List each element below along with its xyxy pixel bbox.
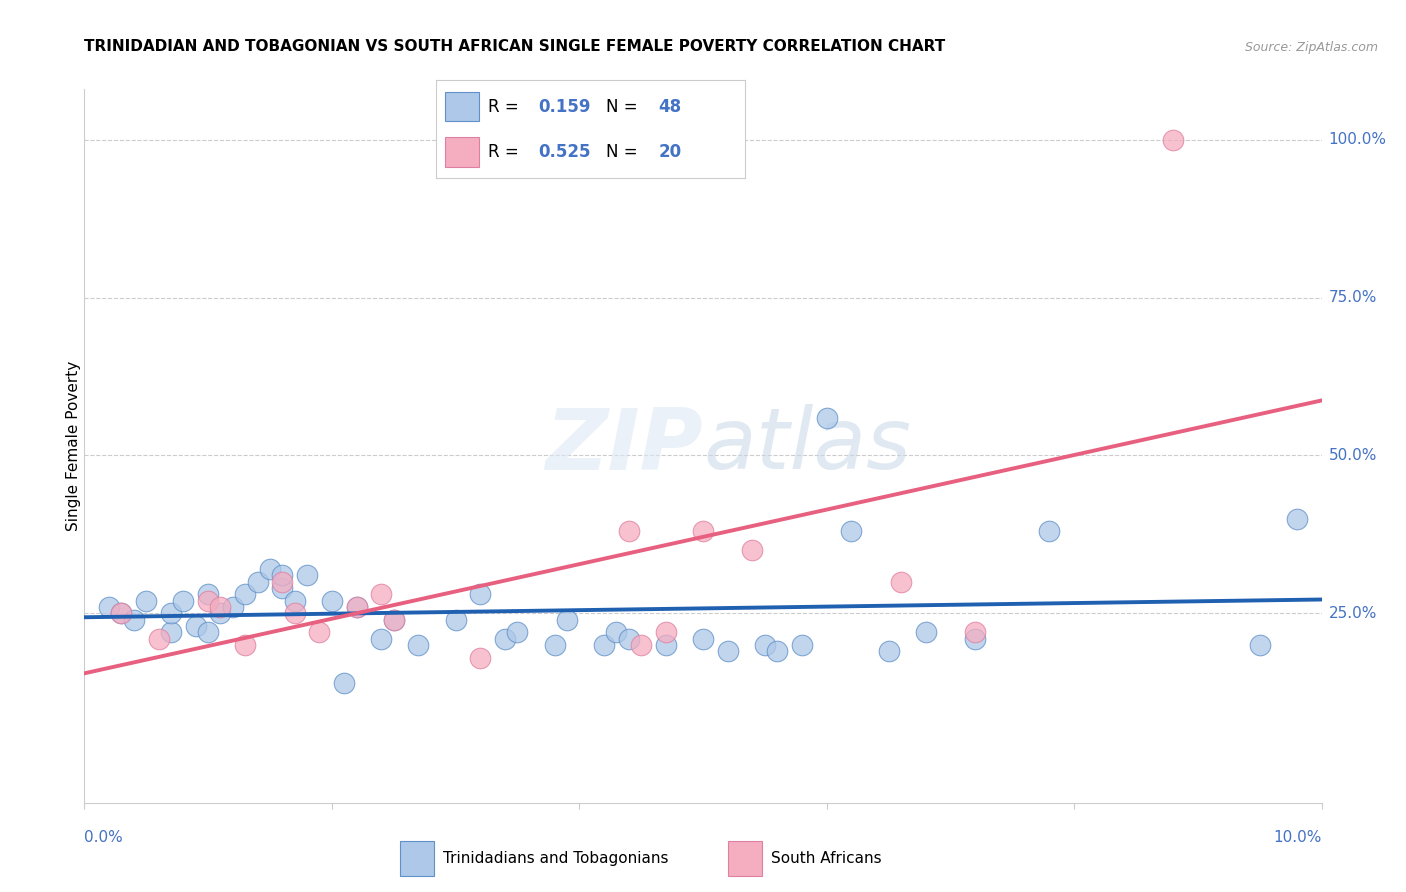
Point bbox=[1038, 524, 1060, 539]
Point bbox=[333, 675, 356, 690]
Point bbox=[346, 600, 368, 615]
Point bbox=[914, 625, 936, 640]
Text: 100.0%: 100.0% bbox=[1329, 132, 1386, 147]
Point bbox=[98, 600, 121, 615]
Point bbox=[284, 593, 307, 607]
Point bbox=[233, 638, 256, 652]
Point bbox=[233, 587, 256, 601]
Point bbox=[160, 625, 183, 640]
Text: 75.0%: 75.0% bbox=[1329, 290, 1376, 305]
Point bbox=[692, 524, 714, 539]
Point bbox=[555, 613, 578, 627]
Point bbox=[692, 632, 714, 646]
Text: N =: N = bbox=[606, 98, 643, 116]
Y-axis label: Single Female Poverty: Single Female Poverty bbox=[66, 361, 80, 531]
Point bbox=[346, 600, 368, 615]
Point bbox=[494, 632, 516, 646]
Point bbox=[543, 638, 565, 652]
Text: Source: ZipAtlas.com: Source: ZipAtlas.com bbox=[1244, 40, 1378, 54]
Point bbox=[617, 524, 640, 539]
Point bbox=[766, 644, 789, 658]
Point bbox=[222, 600, 245, 615]
Text: N =: N = bbox=[606, 143, 643, 161]
Point bbox=[741, 543, 763, 558]
Point bbox=[617, 632, 640, 646]
Text: 50.0%: 50.0% bbox=[1329, 448, 1376, 463]
Point bbox=[209, 607, 232, 621]
Point bbox=[160, 607, 183, 621]
Text: 0.525: 0.525 bbox=[538, 143, 591, 161]
Point bbox=[890, 574, 912, 589]
Text: R =: R = bbox=[488, 143, 524, 161]
Text: ZIP: ZIP bbox=[546, 404, 703, 488]
Point bbox=[408, 638, 430, 652]
Point bbox=[148, 632, 170, 646]
Point bbox=[110, 607, 132, 621]
Point bbox=[209, 600, 232, 615]
Point bbox=[135, 593, 157, 607]
Point bbox=[259, 562, 281, 576]
Text: Trinidadians and Tobagonians: Trinidadians and Tobagonians bbox=[443, 851, 669, 866]
Point bbox=[271, 574, 294, 589]
Point bbox=[271, 568, 294, 582]
FancyBboxPatch shape bbox=[728, 841, 762, 876]
Point bbox=[877, 644, 900, 658]
FancyBboxPatch shape bbox=[446, 92, 479, 121]
Point bbox=[271, 581, 294, 595]
Text: 48: 48 bbox=[658, 98, 682, 116]
Point bbox=[110, 607, 132, 621]
Point bbox=[172, 593, 194, 607]
Text: R =: R = bbox=[488, 98, 524, 116]
FancyBboxPatch shape bbox=[446, 137, 479, 167]
Point bbox=[965, 632, 987, 646]
Text: South Africans: South Africans bbox=[770, 851, 882, 866]
Point bbox=[197, 625, 219, 640]
Point bbox=[370, 632, 392, 646]
Point bbox=[1285, 511, 1308, 525]
Point bbox=[321, 593, 343, 607]
Point bbox=[197, 593, 219, 607]
Point bbox=[506, 625, 529, 640]
Text: atlas: atlas bbox=[703, 404, 911, 488]
Point bbox=[717, 644, 740, 658]
Point bbox=[370, 587, 392, 601]
Point bbox=[655, 638, 678, 652]
Point bbox=[295, 568, 318, 582]
Point bbox=[841, 524, 863, 539]
Point bbox=[122, 613, 145, 627]
Point bbox=[308, 625, 330, 640]
Point bbox=[197, 587, 219, 601]
Point bbox=[754, 638, 776, 652]
Point bbox=[965, 625, 987, 640]
Point bbox=[382, 613, 405, 627]
Text: 25.0%: 25.0% bbox=[1329, 606, 1376, 621]
Point bbox=[815, 410, 838, 425]
Text: TRINIDADIAN AND TOBAGONIAN VS SOUTH AFRICAN SINGLE FEMALE POVERTY CORRELATION CH: TRINIDADIAN AND TOBAGONIAN VS SOUTH AFRI… bbox=[84, 38, 946, 54]
Text: 0.0%: 0.0% bbox=[84, 830, 124, 845]
Point bbox=[605, 625, 627, 640]
Point bbox=[246, 574, 269, 589]
Point bbox=[790, 638, 813, 652]
Point bbox=[444, 613, 467, 627]
Point bbox=[470, 587, 492, 601]
Point bbox=[1249, 638, 1271, 652]
Point bbox=[630, 638, 652, 652]
Text: 10.0%: 10.0% bbox=[1274, 830, 1322, 845]
Point bbox=[1161, 133, 1184, 147]
Point bbox=[470, 650, 492, 665]
Point bbox=[655, 625, 678, 640]
Point bbox=[593, 638, 616, 652]
FancyBboxPatch shape bbox=[399, 841, 434, 876]
Point bbox=[382, 613, 405, 627]
Point bbox=[184, 619, 207, 633]
Text: 20: 20 bbox=[658, 143, 682, 161]
Point bbox=[284, 607, 307, 621]
Text: 0.159: 0.159 bbox=[538, 98, 591, 116]
